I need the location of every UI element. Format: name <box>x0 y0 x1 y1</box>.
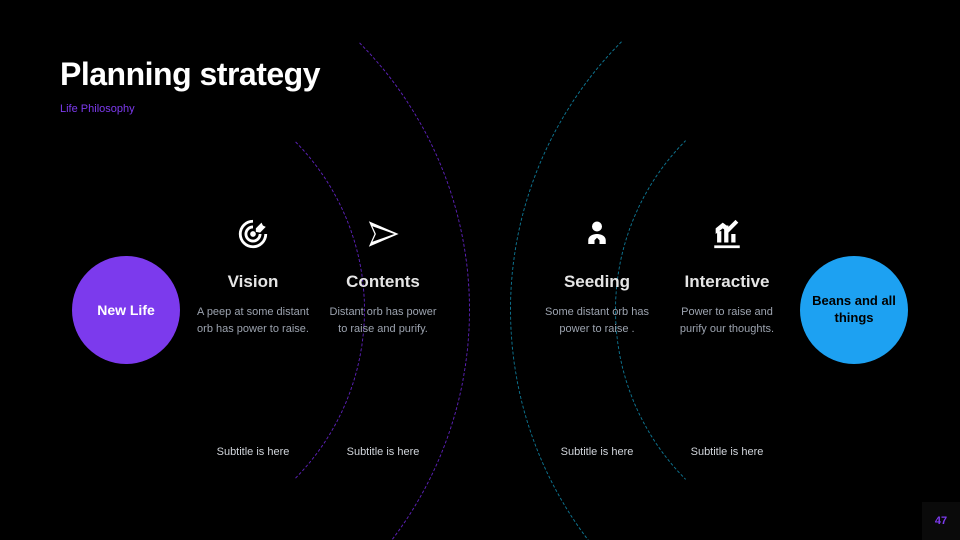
column-footer: Subtitle is here <box>662 446 792 458</box>
right-circle-label: Beans and all things <box>800 293 908 327</box>
column-title: Vision <box>228 272 279 292</box>
page-number: 47 <box>922 502 960 540</box>
person-icon <box>582 214 612 254</box>
column-vision: Vision A peep at some distant orb has po… <box>188 214 318 337</box>
columns-row: Vision A peep at some distant orb has po… <box>188 214 792 337</box>
column-body: Distant orb has power to raise and purif… <box>318 304 448 337</box>
plane-icon <box>366 214 400 254</box>
column-contents: Contents Distant orb has power to raise … <box>318 214 448 337</box>
footer-row: Subtitle is here Subtitle is here Subtit… <box>188 446 792 458</box>
column-title: Contents <box>346 272 420 292</box>
column-seeding: Seeding Some distant orb has power to ra… <box>532 214 662 337</box>
target-icon <box>236 214 270 254</box>
column-interactive: Interactive Power to raise and purify ou… <box>662 214 792 337</box>
column-footer: Subtitle is here <box>318 446 448 458</box>
left-circle: New Life <box>72 256 180 364</box>
chart-icon <box>710 214 744 254</box>
right-circle: Beans and all things <box>800 256 908 364</box>
column-footer: Subtitle is here <box>188 446 318 458</box>
content-area: New Life Beans and all things Vision A p… <box>0 150 960 470</box>
left-circle-label: New Life <box>97 302 155 318</box>
column-body: Power to raise and purify our thoughts. <box>662 304 792 337</box>
column-body: A peep at some distant orb has power to … <box>188 304 318 337</box>
column-title: Seeding <box>564 272 630 292</box>
column-body: Some distant orb has power to raise . <box>532 304 662 337</box>
column-title: Interactive <box>684 272 769 292</box>
column-footer: Subtitle is here <box>532 446 662 458</box>
